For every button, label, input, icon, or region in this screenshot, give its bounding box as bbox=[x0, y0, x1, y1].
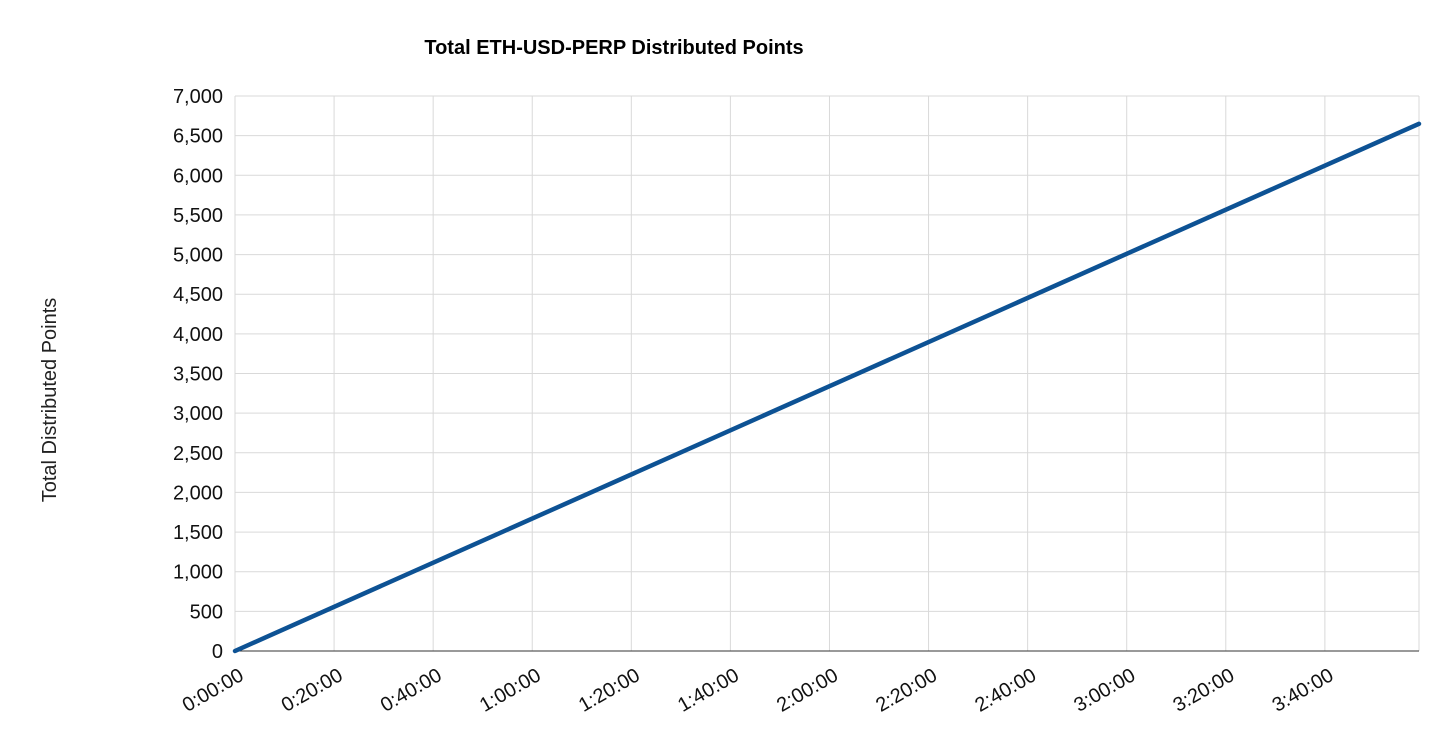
series-group bbox=[232, 121, 1422, 654]
x-tick-label: 2:00:00 bbox=[773, 664, 842, 716]
x-tick-label: 1:40:00 bbox=[674, 664, 743, 716]
y-tick-label: 3,500 bbox=[173, 364, 223, 386]
x-tick-label: 0:40:00 bbox=[377, 664, 446, 716]
y-tick-label: 5,500 bbox=[173, 205, 223, 227]
x-tick-label: 3:40:00 bbox=[1269, 664, 1338, 716]
y-tick-label: 6,000 bbox=[173, 165, 223, 187]
y-axis-ticks: 0 500 1,000 1,500 2,000 2,500 3,000 3,500 4,000 4… bbox=[173, 86, 223, 663]
x-tick-label: 3:00:00 bbox=[1070, 664, 1139, 716]
x-tick-label: 1:00:00 bbox=[476, 664, 545, 716]
y-tick-label: 3,000 bbox=[173, 403, 223, 425]
y-tick-label: 2,000 bbox=[173, 482, 223, 504]
y-axis-label: Total Distributed Points bbox=[39, 298, 61, 503]
chart-title: Total ETH-USD-PERP Distributed Points bbox=[424, 37, 803, 59]
gridlines bbox=[234, 95, 1420, 652]
x-axis-ticks: 0:00:00 0:20:00 0:40:00 1:00:00 1:20:00 1:40:… bbox=[179, 664, 1338, 716]
y-tick-label: 4,000 bbox=[173, 324, 223, 346]
y-tick-label: 5,000 bbox=[173, 245, 223, 267]
y-tick-label: 1,000 bbox=[173, 562, 223, 584]
x-tick-label: 0:20:00 bbox=[278, 664, 347, 716]
y-tick-label: 6,500 bbox=[173, 126, 223, 148]
x-tick-label: 3:20:00 bbox=[1170, 664, 1239, 716]
y-tick-label: 4,500 bbox=[173, 284, 223, 306]
y-tick-label: 500 bbox=[190, 601, 223, 623]
x-tick-label: 0:00:00 bbox=[179, 664, 248, 716]
y-tick-label: 2,500 bbox=[173, 443, 223, 465]
y-tick-label: 7,000 bbox=[173, 86, 223, 108]
y-tick-label: 0 bbox=[212, 641, 223, 663]
x-tick-label: 2:40:00 bbox=[971, 664, 1040, 716]
series-line bbox=[232, 121, 1422, 654]
y-tick-label: 1,500 bbox=[173, 522, 223, 544]
x-tick-label: 1:20:00 bbox=[575, 664, 644, 716]
x-tick-label: 2:20:00 bbox=[872, 664, 941, 716]
